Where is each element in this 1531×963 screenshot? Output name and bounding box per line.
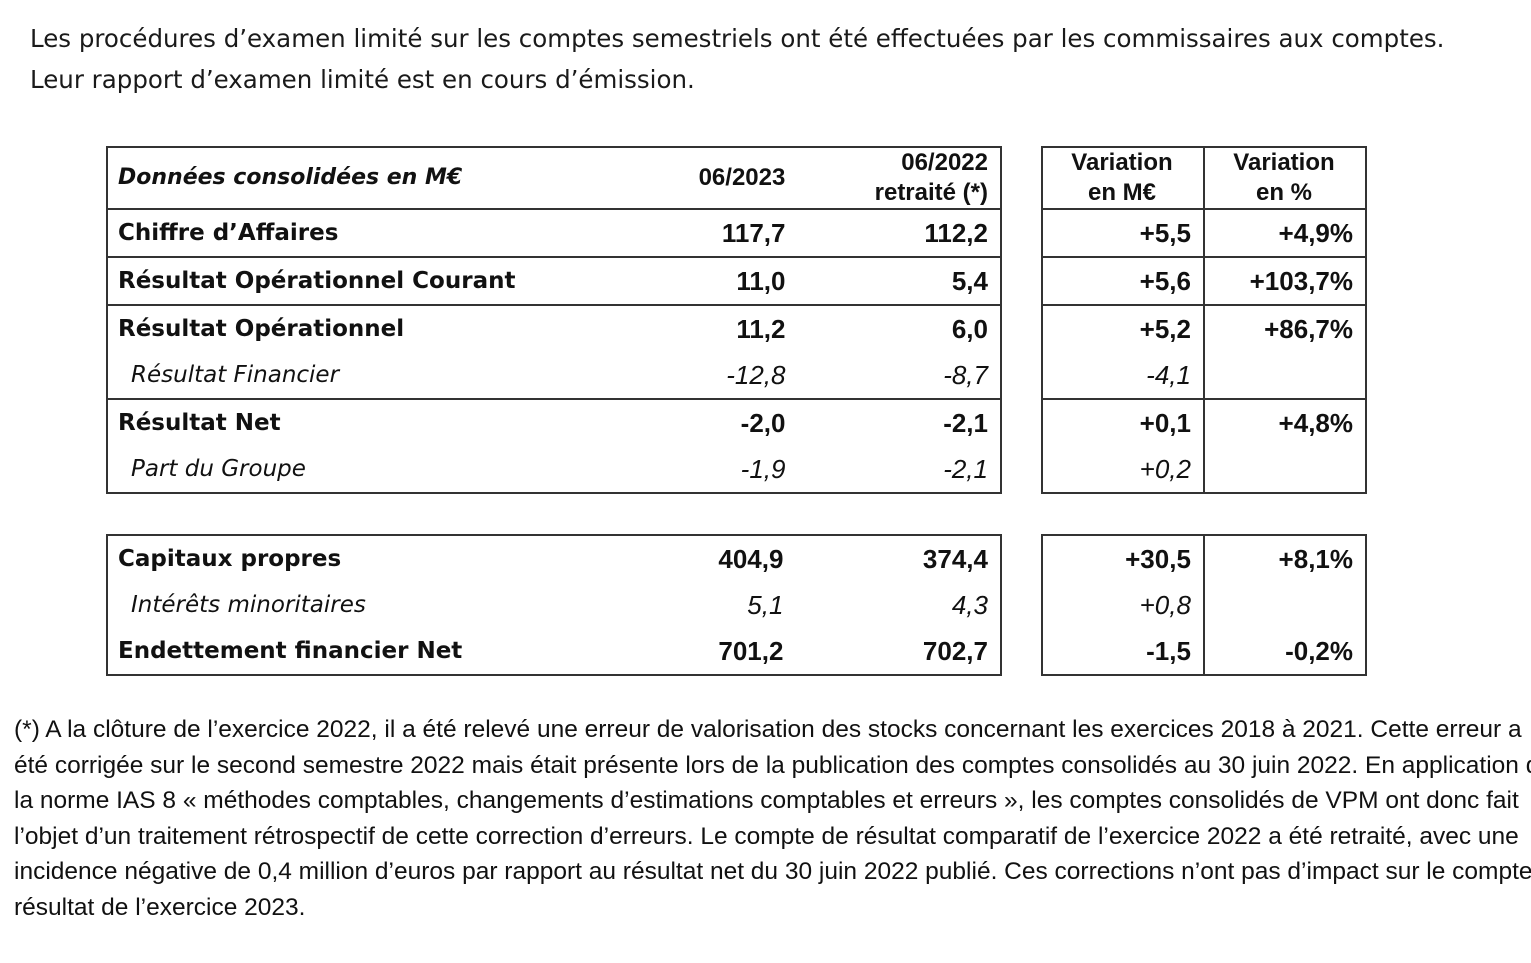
col-header-2022: 06/2022 retraité (*) bbox=[874, 149, 988, 206]
cell-2022: -2,1 bbox=[943, 453, 988, 484]
table-row: +30,5 +8,1% bbox=[1042, 535, 1366, 582]
cell-var-pct: +8,1% bbox=[1202, 535, 1366, 582]
cell-var-m: +30,5 bbox=[1125, 543, 1191, 574]
table-row: Part du Groupe -1,9 -2,1 bbox=[107, 446, 1001, 493]
row-label: Résultat Opérationnel bbox=[107, 304, 689, 352]
table-row: +0,8 bbox=[1042, 582, 1366, 628]
cell-var-pct: +103,7% bbox=[1202, 256, 1366, 305]
table-row: Résultat Opérationnel 11,2 6,0 bbox=[107, 304, 1001, 352]
cell-var-pct bbox=[1202, 582, 1366, 628]
cell-2022: 374,4 bbox=[922, 543, 988, 574]
col-header-variation-m: Variation en M€ bbox=[1071, 149, 1173, 206]
table-row: Chiffre d’Affaires 117,7 112,2 bbox=[107, 208, 1001, 257]
footnote-line: résultat de l’exercice 2023. bbox=[14, 893, 306, 921]
cell-var-m: -4,1 bbox=[1146, 359, 1191, 390]
cell-2022: 5,4 bbox=[797, 256, 1001, 305]
table-row: Résultat Financier -12,8 -8,7 bbox=[107, 352, 1001, 399]
cell-2023: 701,2 bbox=[718, 635, 784, 666]
cell-2023: 5,1 bbox=[747, 589, 784, 620]
cell-2022: -2,1 bbox=[797, 398, 1001, 446]
row-label: Part du Groupe bbox=[131, 456, 306, 482]
footnote-line: la norme IAS 8 « méthodes comptables, ch… bbox=[14, 787, 1519, 814]
row-label: Endettement financier Net bbox=[118, 638, 463, 664]
cell-2023: 11,2 bbox=[688, 304, 798, 352]
footnote-line: incidence négative de 0,4 million d’euro… bbox=[14, 858, 1531, 885]
cell-2022: 702,7 bbox=[922, 635, 988, 666]
table-row: Résultat Net -2,0 -2,1 bbox=[107, 398, 1001, 446]
cell-2023: -1,9 bbox=[740, 453, 786, 484]
cell-var-pct: +4,9% bbox=[1202, 208, 1366, 257]
row-label: Intérêts minoritaires bbox=[131, 592, 366, 618]
row-label: Chiffre d’Affaires bbox=[107, 208, 689, 257]
footnote-line: été corrigée sur le second semestre 2022… bbox=[14, 751, 1531, 779]
variation-header-row: Variation en M€ Variation en % bbox=[1042, 147, 1366, 209]
cell-var-m: +0,1 bbox=[1042, 398, 1204, 446]
cell-var-pct bbox=[1202, 352, 1366, 399]
balance-variation-table: +30,5 +8,1% +0,8 -1,5 -0,2% bbox=[1041, 534, 1367, 676]
income-table: Données consolidées en M€ 06/2023 06/202… bbox=[106, 146, 1002, 494]
cell-2022: -8,7 bbox=[943, 359, 988, 390]
table-row: +5,6 +103,7% bbox=[1042, 256, 1366, 305]
cell-2023: 11,0 bbox=[688, 256, 798, 305]
col-header-2023: 06/2023 bbox=[698, 164, 786, 191]
col-header-variation-pct: Variation en % bbox=[1202, 147, 1366, 209]
table-title: Données consolidées en M€ bbox=[118, 165, 463, 190]
row-label: Résultat Opérationnel Courant bbox=[107, 256, 689, 305]
cell-var-m: +5,2 bbox=[1042, 304, 1204, 352]
income-variation-table: Variation en M€ Variation en % +5,5 +4,9% … bbox=[1041, 146, 1367, 494]
cell-var-m: +0,8 bbox=[1139, 589, 1191, 620]
cell-var-m: -1,5 bbox=[1146, 635, 1191, 666]
table-row: Résultat Opérationnel Courant 11,0 5,4 bbox=[107, 256, 1001, 305]
cell-2023: -2,0 bbox=[688, 398, 798, 446]
cell-var-pct: +86,7% bbox=[1202, 304, 1366, 352]
cell-2023: -12,8 bbox=[726, 359, 786, 390]
cell-var-m: +5,6 bbox=[1042, 256, 1204, 305]
row-label: Capitaux propres bbox=[118, 546, 342, 572]
cell-2022: 6,0 bbox=[797, 304, 1001, 352]
table-row: Endettement financier Net 701,2 702,7 bbox=[107, 628, 1001, 675]
table-row: +0,2 bbox=[1042, 446, 1366, 493]
cell-var-pct: -0,2% bbox=[1202, 628, 1366, 675]
table-row: Intérêts minoritaires 5,1 4,3 bbox=[107, 582, 1001, 628]
table-row: +0,1 +4,8% bbox=[1042, 398, 1366, 446]
cell-2022: 112,2 bbox=[797, 208, 1001, 257]
table-row: -1,5 -0,2% bbox=[1042, 628, 1366, 675]
cell-var-pct: +4,8% bbox=[1202, 398, 1366, 446]
row-label: Résultat Financier bbox=[131, 362, 340, 388]
table-row: +5,2 +86,7% bbox=[1042, 304, 1366, 352]
intro-line-2: Leur rapport d’examen limité est en cour… bbox=[30, 65, 695, 94]
cell-2023: 117,7 bbox=[688, 208, 798, 257]
cell-var-m: +0,2 bbox=[1139, 453, 1191, 484]
row-label: Résultat Net bbox=[107, 398, 689, 446]
cell-2022: 4,3 bbox=[951, 589, 988, 620]
table-row: Capitaux propres 404,9 374,4 bbox=[107, 535, 1001, 582]
intro-line-1: Les procédures d’examen limité sur les c… bbox=[30, 24, 1445, 53]
table-row: +5,5 +4,9% bbox=[1042, 208, 1366, 257]
table-header-row: Données consolidées en M€ 06/2023 06/202… bbox=[107, 147, 1001, 209]
balance-table: Capitaux propres 404,9 374,4 Intérêts mi… bbox=[106, 534, 1002, 676]
cell-2023: 404,9 bbox=[718, 543, 784, 574]
intro-text: Les procédures d’examen limité sur les c… bbox=[30, 18, 1510, 100]
cell-var-m: +5,5 bbox=[1042, 208, 1204, 257]
table-row: -4,1 bbox=[1042, 352, 1366, 399]
footnote-line: (*) A la clôture de l’exercice 2022, il … bbox=[14, 716, 1522, 743]
cell-var-pct bbox=[1202, 446, 1366, 493]
footnote-line: l’objet d’un traitement rétrospectif de … bbox=[14, 822, 1519, 850]
footnote: (*) A la clôture de l’exercice 2022, il … bbox=[14, 712, 1531, 925]
